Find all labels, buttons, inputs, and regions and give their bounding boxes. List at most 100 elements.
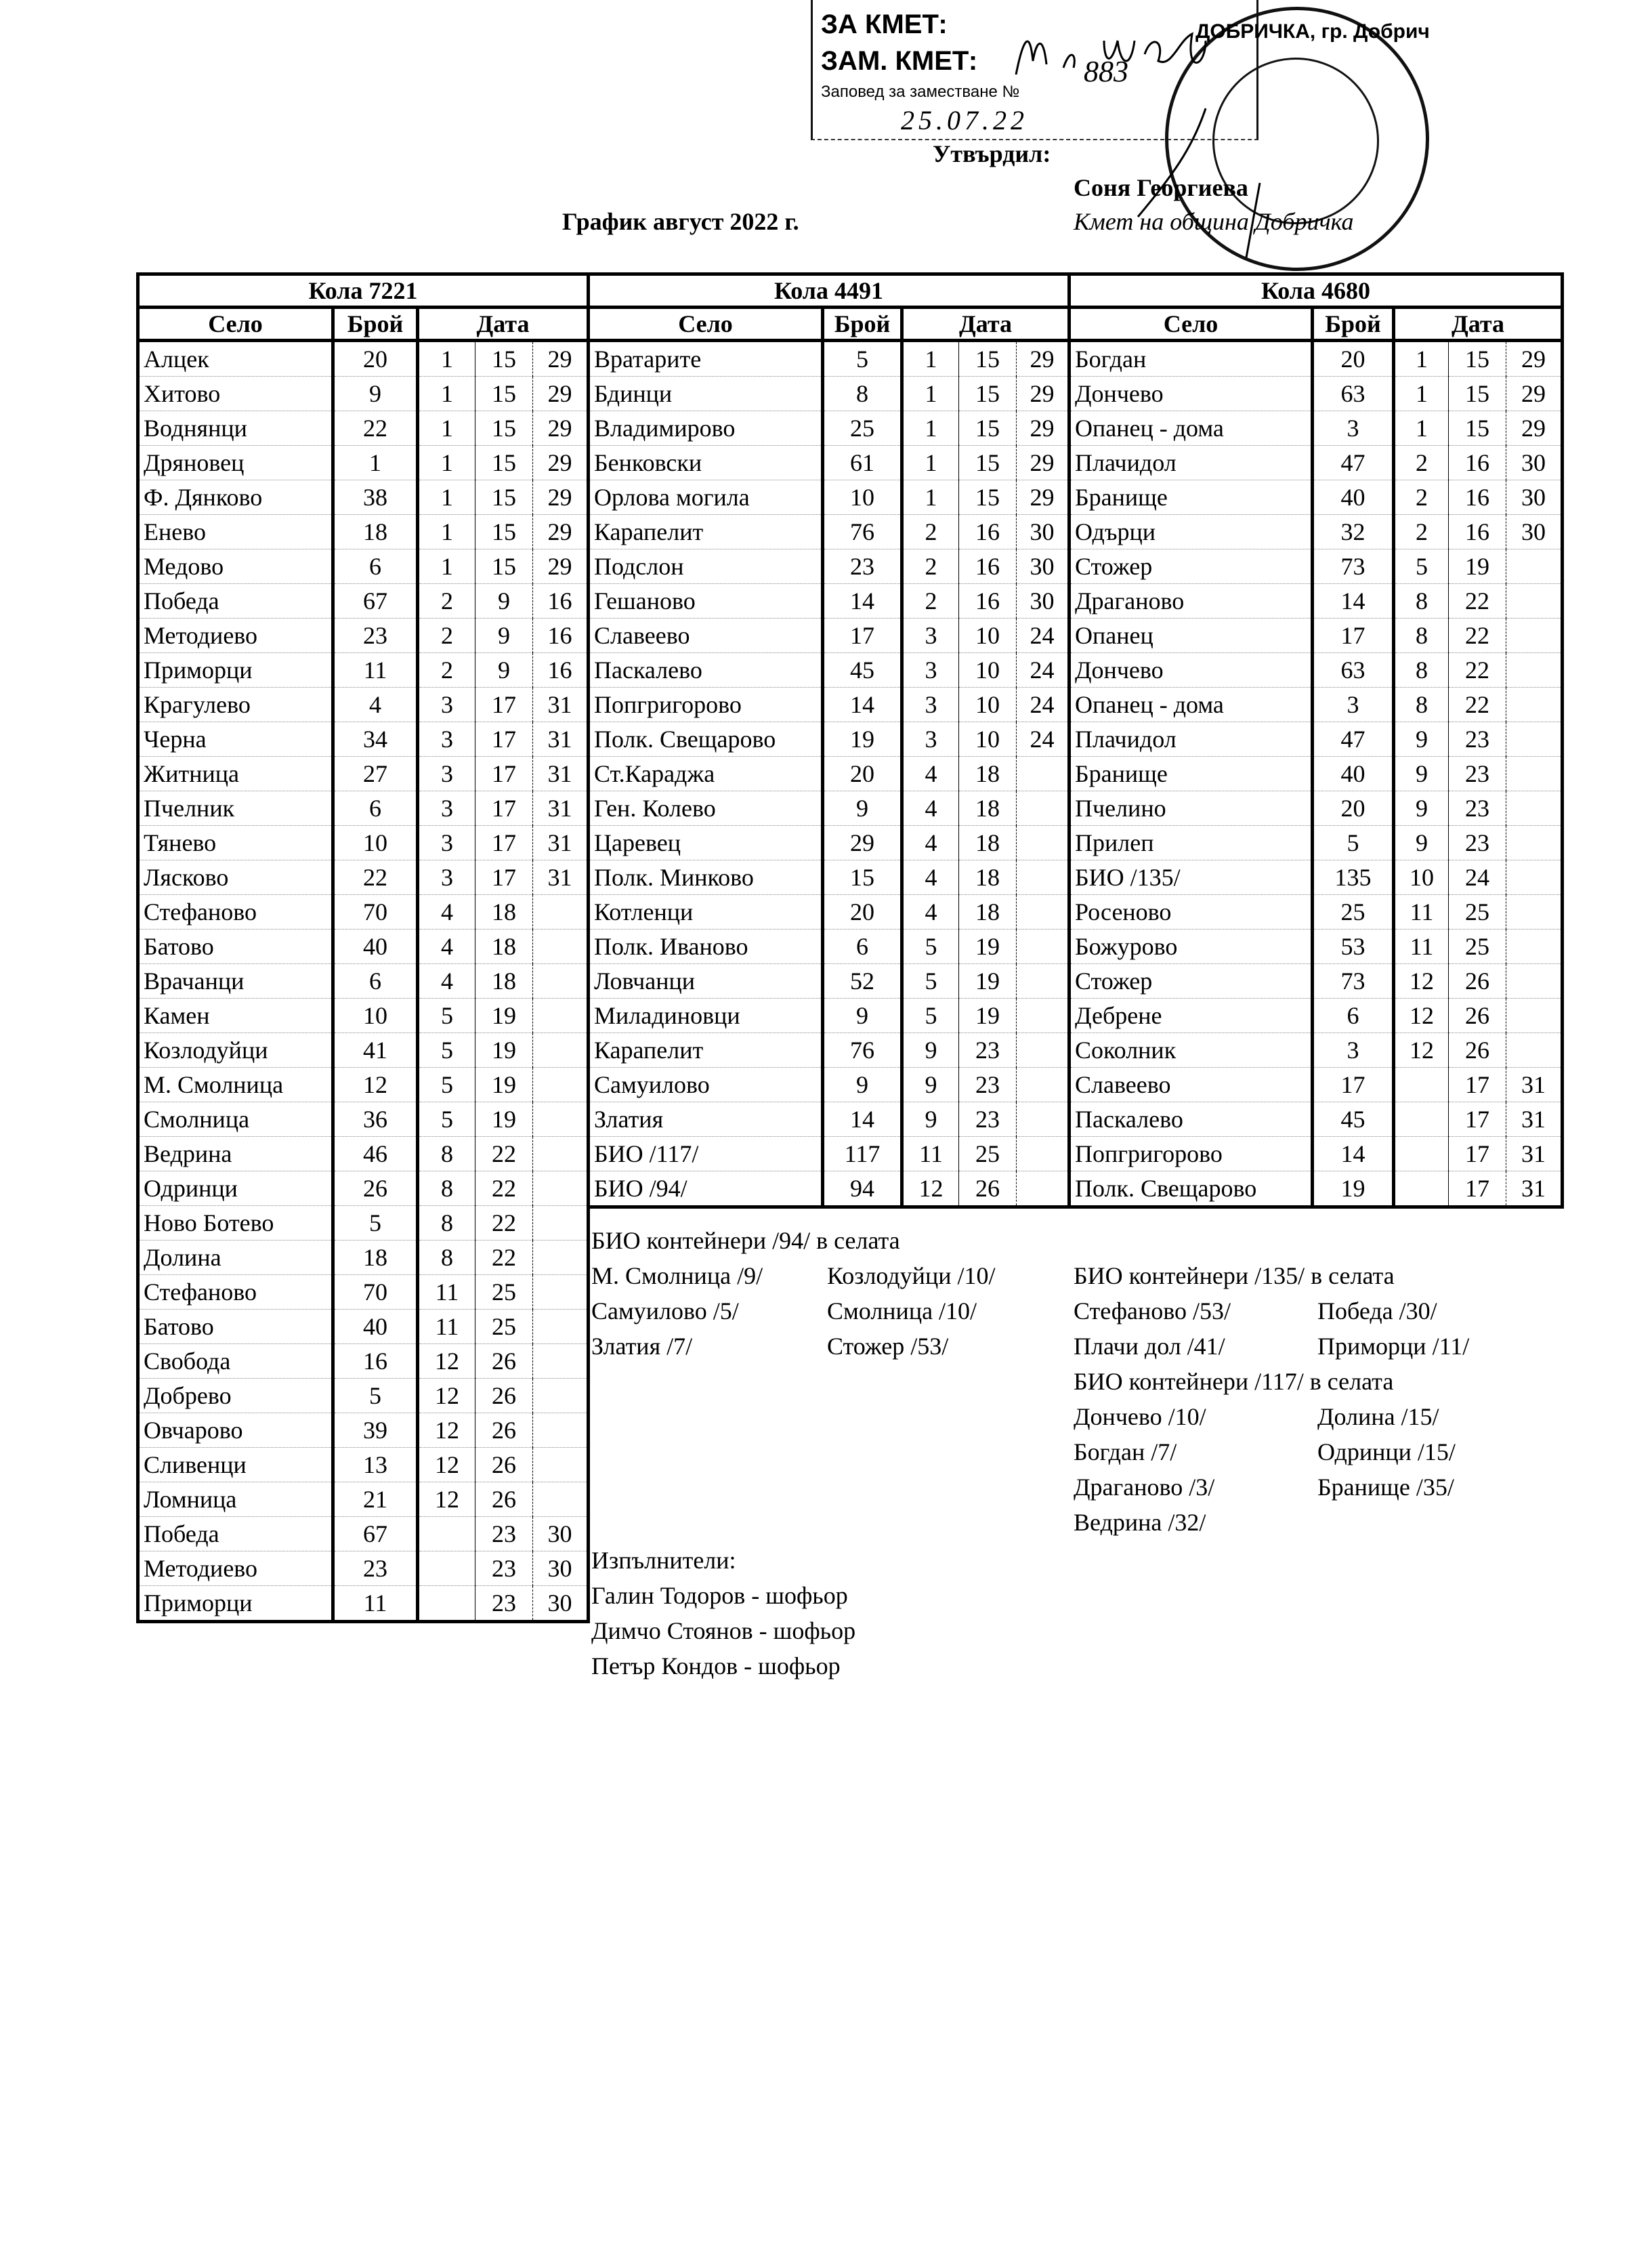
date-cell-1: 10 bbox=[1393, 860, 1449, 895]
table-row: Методиево 23 2 9 16 bbox=[136, 618, 590, 653]
table-row: Пчелник 6 3 17 31 bbox=[136, 791, 590, 826]
date-cell-1: 4 bbox=[417, 894, 475, 930]
date-cell-1: 9 bbox=[1393, 825, 1449, 860]
table-row: Паскалево 45 3 10 24 bbox=[587, 652, 1071, 688]
column-header-date: Дата bbox=[1392, 306, 1564, 342]
table-row: Тянево 10 3 17 31 bbox=[136, 825, 590, 860]
date-cell-1: 2 bbox=[902, 583, 959, 619]
date-cell-1: 1 bbox=[1393, 411, 1449, 446]
date-cell-1: 11 bbox=[417, 1274, 475, 1310]
table-row: Алцек 20 1 15 29 bbox=[136, 340, 590, 377]
date-cell-2: 18 bbox=[475, 963, 533, 999]
bio-note-item: Самуилово /5/ bbox=[591, 1297, 739, 1325]
table-row: Опанец - дома 3 8 22 bbox=[1067, 687, 1564, 722]
bio-note-item: Долина /15/ bbox=[1317, 1403, 1439, 1430]
date-cell-3: 31 bbox=[532, 825, 590, 860]
table-row: БИО /94/94 12 26 bbox=[587, 1171, 1071, 1209]
table-row: Долина 18 8 22 bbox=[136, 1240, 590, 1275]
date-cell-1: 1 bbox=[417, 411, 475, 446]
village-cell: Одърци bbox=[1067, 514, 1314, 549]
date-cell-3: 29 bbox=[1016, 376, 1071, 411]
date-cell-2: 15 bbox=[475, 514, 533, 549]
count-cell: 20 bbox=[822, 756, 904, 791]
date-cell-3 bbox=[532, 1413, 590, 1448]
schedule-table-vehicle-4491: Кола 4491 Село Брой Дата Вратарите 5 1 15 29 Бд… bbox=[587, 272, 1071, 1209]
date-cell-2: 25 bbox=[475, 1274, 533, 1310]
date-cell-1: 2 bbox=[902, 514, 959, 549]
date-cell-2: 18 bbox=[958, 791, 1017, 826]
date-cell-1: 11 bbox=[1393, 929, 1449, 964]
table-row: Стожер 73 5 19 bbox=[1067, 549, 1564, 584]
village-cell: Паскалево bbox=[1067, 1102, 1314, 1137]
table-row: М. Смолница 12 5 19 bbox=[136, 1067, 590, 1102]
date-cell-3: 30 bbox=[1016, 549, 1071, 584]
date-cell-2: 18 bbox=[958, 756, 1017, 791]
village-cell: Гешаново bbox=[587, 583, 824, 619]
date-cell-1: 12 bbox=[902, 1171, 959, 1209]
count-cell: 52 bbox=[822, 963, 904, 999]
count-cell: 40 bbox=[333, 1309, 419, 1344]
village-cell: М. Смолница bbox=[136, 1067, 335, 1102]
date-cell-2: 19 bbox=[475, 1067, 533, 1102]
village-cell: Дебрене bbox=[1067, 998, 1314, 1033]
date-cell-2: 23 bbox=[958, 1033, 1017, 1068]
date-cell-3 bbox=[1506, 894, 1564, 930]
date-cell-1: 5 bbox=[902, 929, 959, 964]
table-row: Полк. Иваново 6 5 19 bbox=[587, 929, 1071, 964]
date-cell-3: 29 bbox=[532, 480, 590, 515]
date-cell-3 bbox=[532, 963, 590, 999]
executor-item: Димчо Стоянов - шофьор bbox=[591, 1617, 856, 1644]
village-cell: Ловчанци bbox=[587, 963, 824, 999]
table-row: Стефаново 70 4 18 bbox=[136, 894, 590, 930]
count-cell: 4 bbox=[333, 687, 419, 722]
schedule-table-vehicle-4680: Кола 4680 Село Брой Дата Богдан 20 1 15 29 Донч… bbox=[1067, 272, 1564, 1209]
village-cell: Златия bbox=[587, 1102, 824, 1137]
round-seal-inner bbox=[1212, 58, 1379, 224]
date-cell-2: 26 bbox=[1448, 998, 1506, 1033]
village-cell: Владимирово bbox=[587, 411, 824, 446]
date-cell-1: 1 bbox=[902, 376, 959, 411]
count-cell: 36 bbox=[333, 1102, 419, 1137]
village-cell: Медово bbox=[136, 549, 335, 584]
date-cell-3 bbox=[1506, 618, 1564, 653]
village-cell: Самуилово bbox=[587, 1067, 824, 1102]
seal-text: ДОБРИЧКА, гр. Добрич bbox=[1195, 20, 1430, 43]
village-cell: Опанец - дома bbox=[1067, 687, 1314, 722]
date-cell-1: 3 bbox=[902, 618, 959, 653]
date-cell-3: 29 bbox=[1506, 340, 1564, 377]
date-cell-2: 15 bbox=[958, 445, 1017, 480]
date-cell-3 bbox=[532, 998, 590, 1033]
count-cell: 18 bbox=[333, 514, 419, 549]
column-header-count: Брой bbox=[1311, 306, 1395, 342]
table-row: Орлова могила 10 1 15 29 bbox=[587, 480, 1071, 515]
table-row: Росеново 25 11 25 bbox=[1067, 894, 1564, 930]
date-cell-3: 31 bbox=[532, 722, 590, 757]
bio-note-item: Приморци /11/ bbox=[1317, 1333, 1470, 1360]
date-cell-1 bbox=[1393, 1067, 1449, 1102]
vehicle-header: Кола 4491 bbox=[587, 272, 1071, 309]
table-row: Полк. Минково 15 4 18 bbox=[587, 860, 1071, 895]
date-cell-3: 29 bbox=[1016, 480, 1071, 515]
date-cell-2: 15 bbox=[475, 549, 533, 584]
date-cell-3 bbox=[1506, 825, 1564, 860]
table-row: Ф. Дянково 38 1 15 29 bbox=[136, 480, 590, 515]
count-cell: 29 bbox=[822, 825, 904, 860]
date-cell-3 bbox=[532, 894, 590, 930]
date-cell-1: 2 bbox=[417, 583, 475, 619]
count-cell: 5 bbox=[333, 1205, 419, 1240]
date-cell-3: 29 bbox=[532, 549, 590, 584]
date-cell-1: 1 bbox=[417, 376, 475, 411]
table-row: Полк. Свещарово 19 3 10 24 bbox=[587, 722, 1071, 757]
date-cell-3: 30 bbox=[1506, 514, 1564, 549]
village-cell: Смолница bbox=[136, 1102, 335, 1137]
bio-note-item: Победа /30/ bbox=[1317, 1297, 1437, 1325]
date-cell-3: 24 bbox=[1016, 652, 1071, 688]
date-cell-3 bbox=[1016, 894, 1071, 930]
count-cell: 12 bbox=[333, 1067, 419, 1102]
date-cell-1: 4 bbox=[902, 860, 959, 895]
date-cell-1: 2 bbox=[417, 652, 475, 688]
village-cell: Котленци bbox=[587, 894, 824, 930]
date-cell-2: 23 bbox=[958, 1067, 1017, 1102]
date-cell-1: 5 bbox=[902, 963, 959, 999]
date-cell-2: 17 bbox=[475, 756, 533, 791]
